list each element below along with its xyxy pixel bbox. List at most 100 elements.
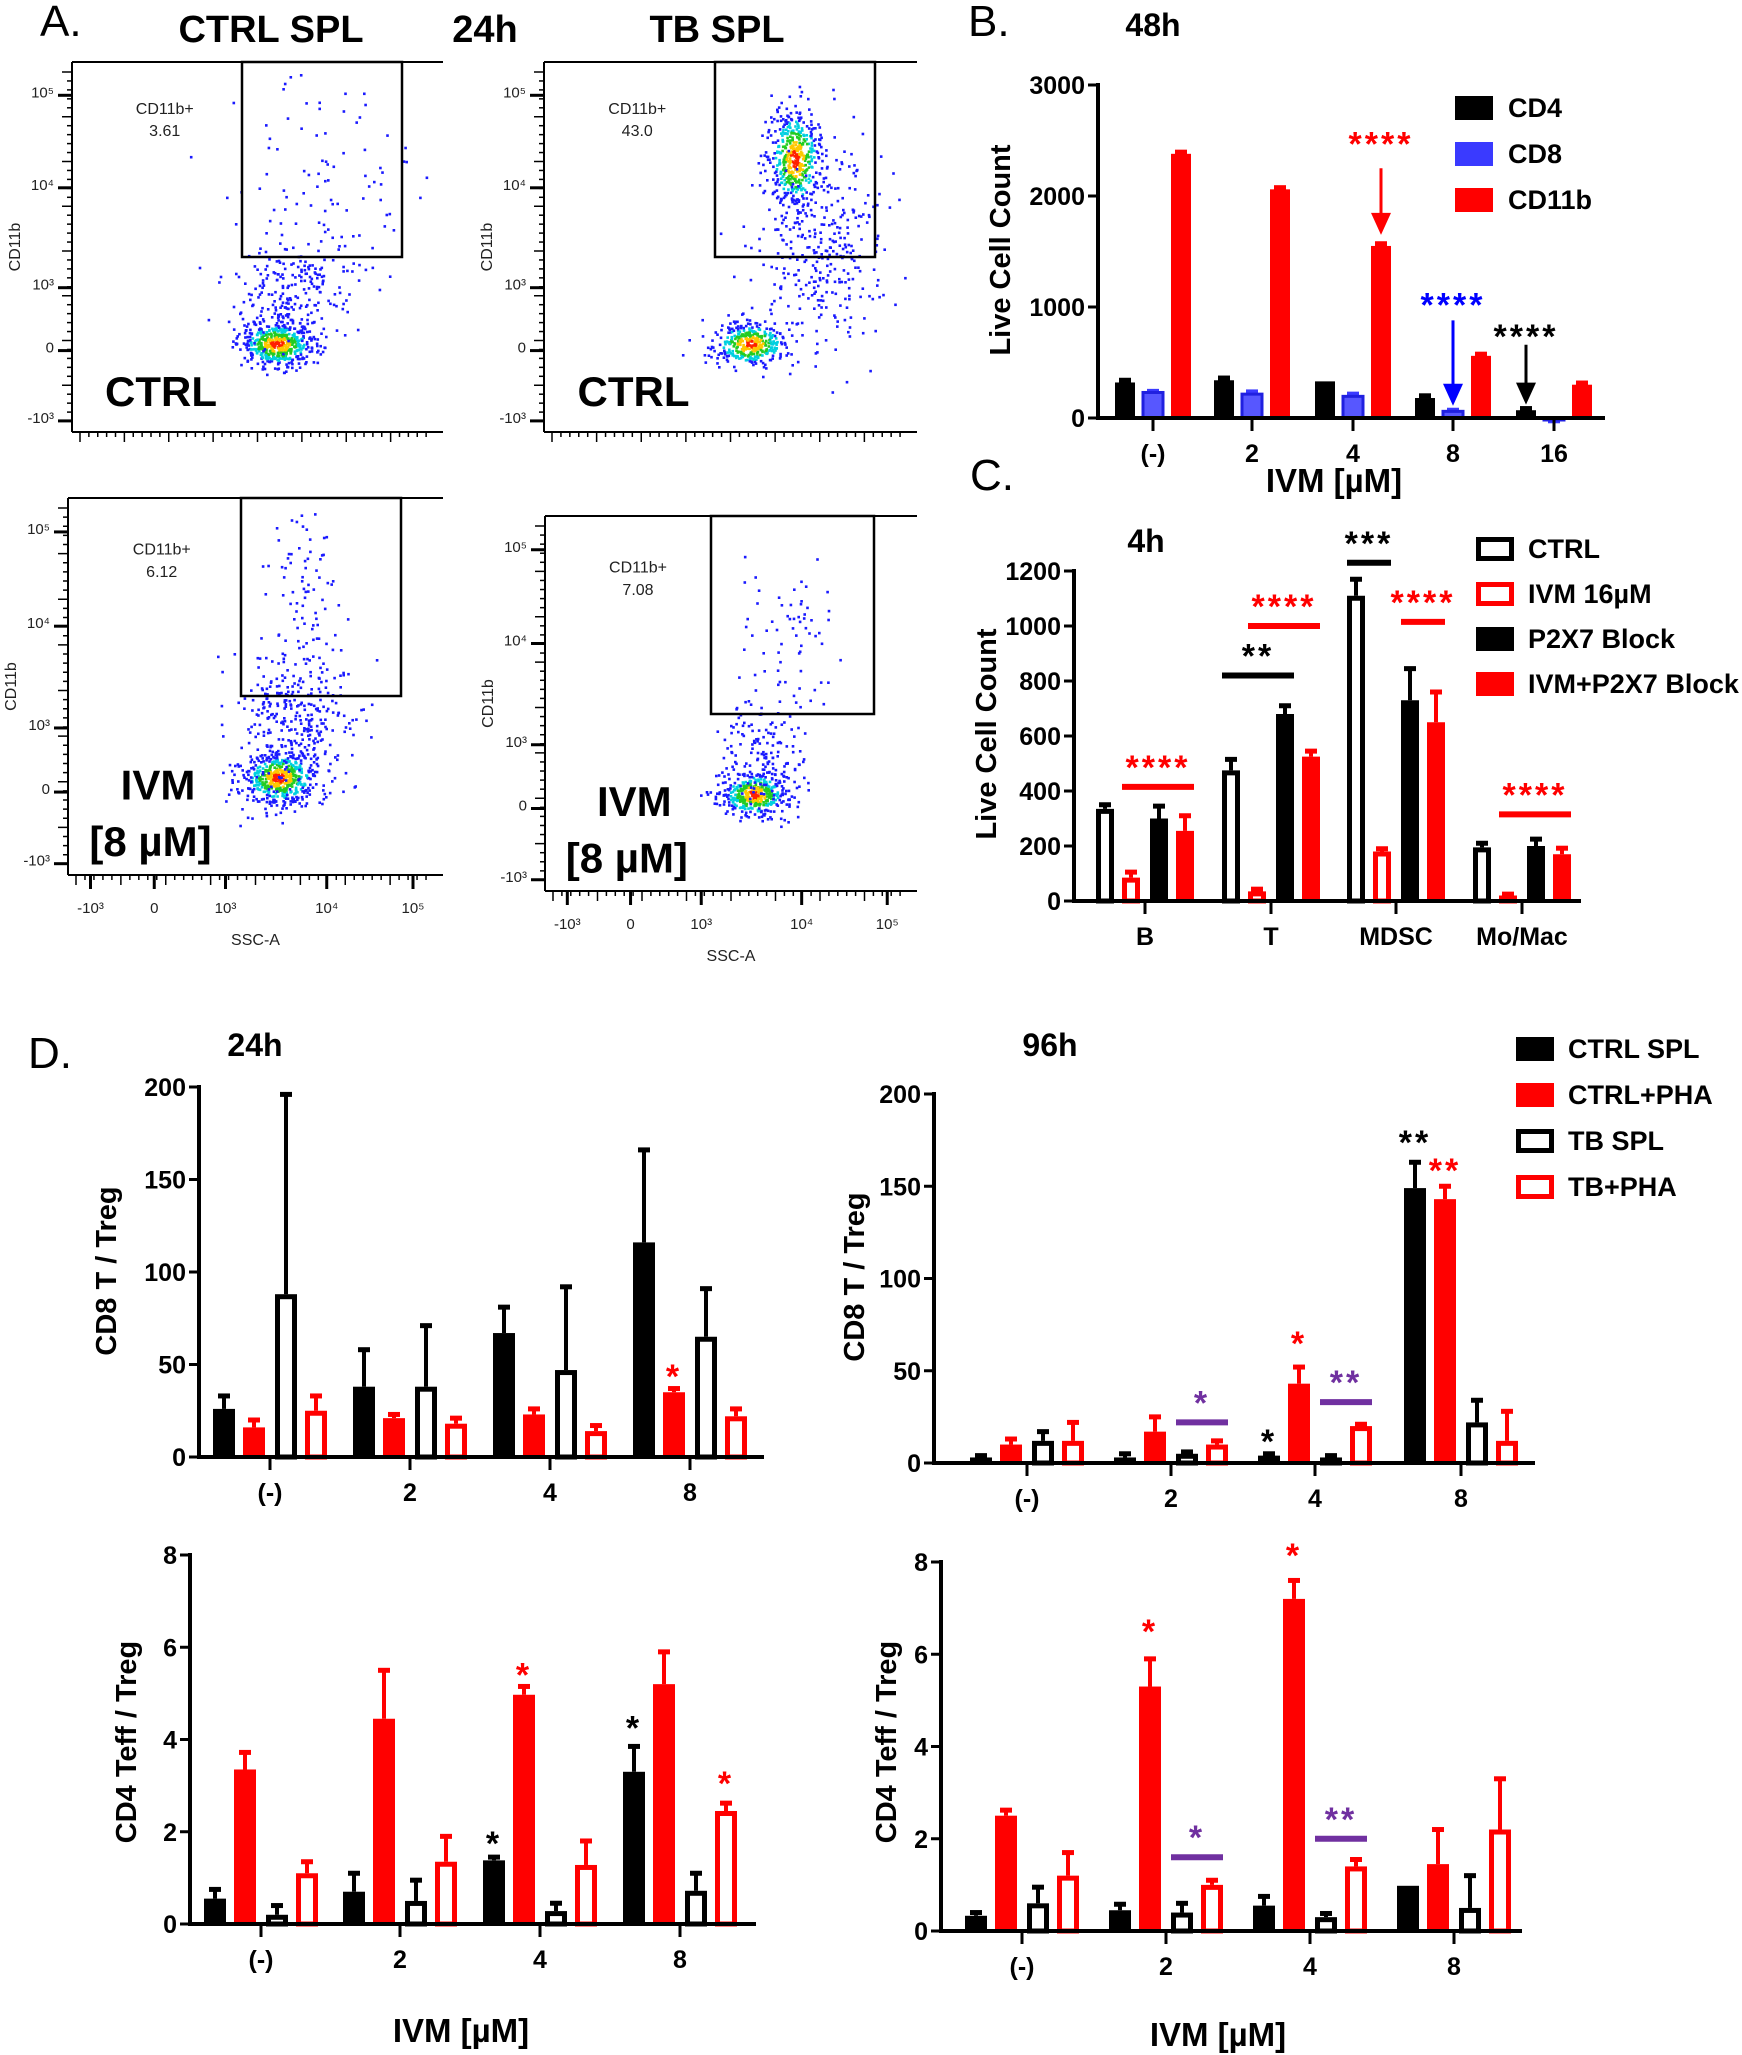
event-dot xyxy=(797,199,801,202)
event-dot xyxy=(317,687,321,691)
event-dot xyxy=(801,178,804,182)
event-dot xyxy=(261,279,265,282)
event-dot xyxy=(810,144,814,147)
event-dot xyxy=(795,190,798,194)
y-tick-label: -10³ xyxy=(499,410,526,427)
event-dot xyxy=(257,774,260,778)
event-dot xyxy=(314,513,317,516)
event-dot xyxy=(758,791,761,794)
event-dot xyxy=(250,367,254,370)
event-dot xyxy=(816,351,819,354)
event-dot xyxy=(255,333,259,336)
cd11b-gate[interactable] xyxy=(709,514,876,716)
event-dot xyxy=(321,738,324,741)
event-dot xyxy=(803,237,807,240)
event-dot xyxy=(273,367,277,370)
event-dot xyxy=(755,332,759,335)
bar xyxy=(633,1242,655,1457)
event-dot xyxy=(302,657,306,661)
event-dot xyxy=(279,789,282,792)
event-dot xyxy=(833,314,836,317)
event-dot xyxy=(782,787,785,790)
event-dot xyxy=(307,734,310,738)
event-dot xyxy=(723,352,727,356)
event-dot xyxy=(714,797,718,801)
event-dot xyxy=(764,339,768,343)
event-dot xyxy=(276,691,279,695)
event-dot xyxy=(268,356,271,360)
event-dot xyxy=(733,322,737,325)
event-dot xyxy=(247,728,250,731)
significance-stars: **** xyxy=(1391,584,1456,622)
event-dot xyxy=(257,771,261,774)
event-dot xyxy=(295,741,298,745)
event-dot xyxy=(744,324,748,328)
event-dot xyxy=(272,778,275,782)
event-dot xyxy=(265,770,268,773)
event-dot xyxy=(787,304,790,308)
event-dot xyxy=(736,777,740,781)
cd11b-gate[interactable] xyxy=(239,496,403,698)
event-dot xyxy=(404,146,407,150)
event-dot xyxy=(246,816,250,820)
condition-label: IVM xyxy=(597,778,672,825)
event-dot xyxy=(769,803,773,806)
event-dot xyxy=(767,760,771,763)
event-dot xyxy=(274,324,278,327)
event-dot xyxy=(790,176,794,179)
event-dot xyxy=(290,552,293,556)
cd11b-gate[interactable] xyxy=(713,60,877,259)
event-dot xyxy=(782,196,786,200)
event-dot xyxy=(290,343,294,346)
event-dot xyxy=(758,323,762,327)
event-dot xyxy=(315,724,319,728)
event-dot xyxy=(733,365,736,369)
event-dot xyxy=(316,707,319,710)
event-dot xyxy=(251,709,254,712)
event-dot xyxy=(273,328,277,331)
event-dot xyxy=(274,800,278,803)
event-dot xyxy=(833,221,837,225)
event-dot xyxy=(838,244,842,247)
event-dot xyxy=(275,677,279,681)
event-dot xyxy=(309,280,313,283)
event-dot xyxy=(748,360,752,363)
event-dot xyxy=(275,756,279,760)
event-dot xyxy=(799,163,802,167)
event-dot xyxy=(290,720,293,723)
event-dot xyxy=(793,202,796,205)
event-dot xyxy=(801,143,804,146)
event-dot xyxy=(295,349,299,352)
event-dot xyxy=(774,798,777,802)
event-dot xyxy=(773,299,776,303)
event-dot xyxy=(839,658,842,662)
event-dot xyxy=(780,825,783,829)
event-dot xyxy=(257,341,261,345)
event-dot xyxy=(307,727,310,731)
bar xyxy=(695,1336,717,1460)
legend-swatch xyxy=(1476,582,1514,606)
event-dot xyxy=(285,333,289,337)
event-dot xyxy=(769,331,772,335)
event-dot xyxy=(275,804,279,807)
bar xyxy=(623,1771,645,1924)
event-dot xyxy=(331,648,335,652)
event-dot xyxy=(759,171,762,175)
event-dot xyxy=(292,262,295,265)
event-dot xyxy=(240,746,243,750)
event-dot xyxy=(388,275,392,278)
event-dot xyxy=(365,719,368,723)
event-dot xyxy=(777,683,780,687)
event-dot xyxy=(779,234,783,237)
event-dot xyxy=(289,602,292,606)
cd11b-gate[interactable] xyxy=(240,60,404,259)
event-dot xyxy=(834,316,837,319)
x-tick-label: 4 xyxy=(1346,440,1360,468)
event-dot xyxy=(792,617,796,621)
event-dot xyxy=(742,343,745,347)
event-dot xyxy=(388,212,392,216)
event-dot xyxy=(723,789,727,792)
event-dot xyxy=(232,340,235,343)
event-dot xyxy=(290,728,293,731)
bar xyxy=(1141,390,1165,420)
